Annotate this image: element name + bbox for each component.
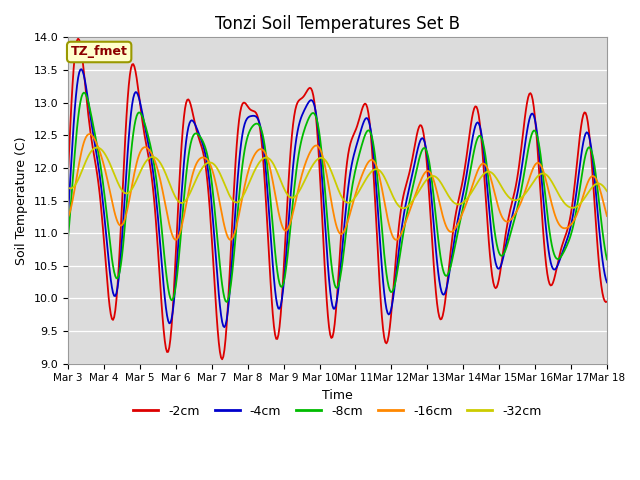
Legend: -2cm, -4cm, -8cm, -16cm, -32cm: -2cm, -4cm, -8cm, -16cm, -32cm <box>128 400 547 423</box>
Y-axis label: Soil Temperature (C): Soil Temperature (C) <box>15 136 28 265</box>
Title: Tonzi Soil Temperatures Set B: Tonzi Soil Temperatures Set B <box>215 15 460 33</box>
X-axis label: Time: Time <box>322 389 353 402</box>
Text: TZ_fmet: TZ_fmet <box>71 46 127 59</box>
